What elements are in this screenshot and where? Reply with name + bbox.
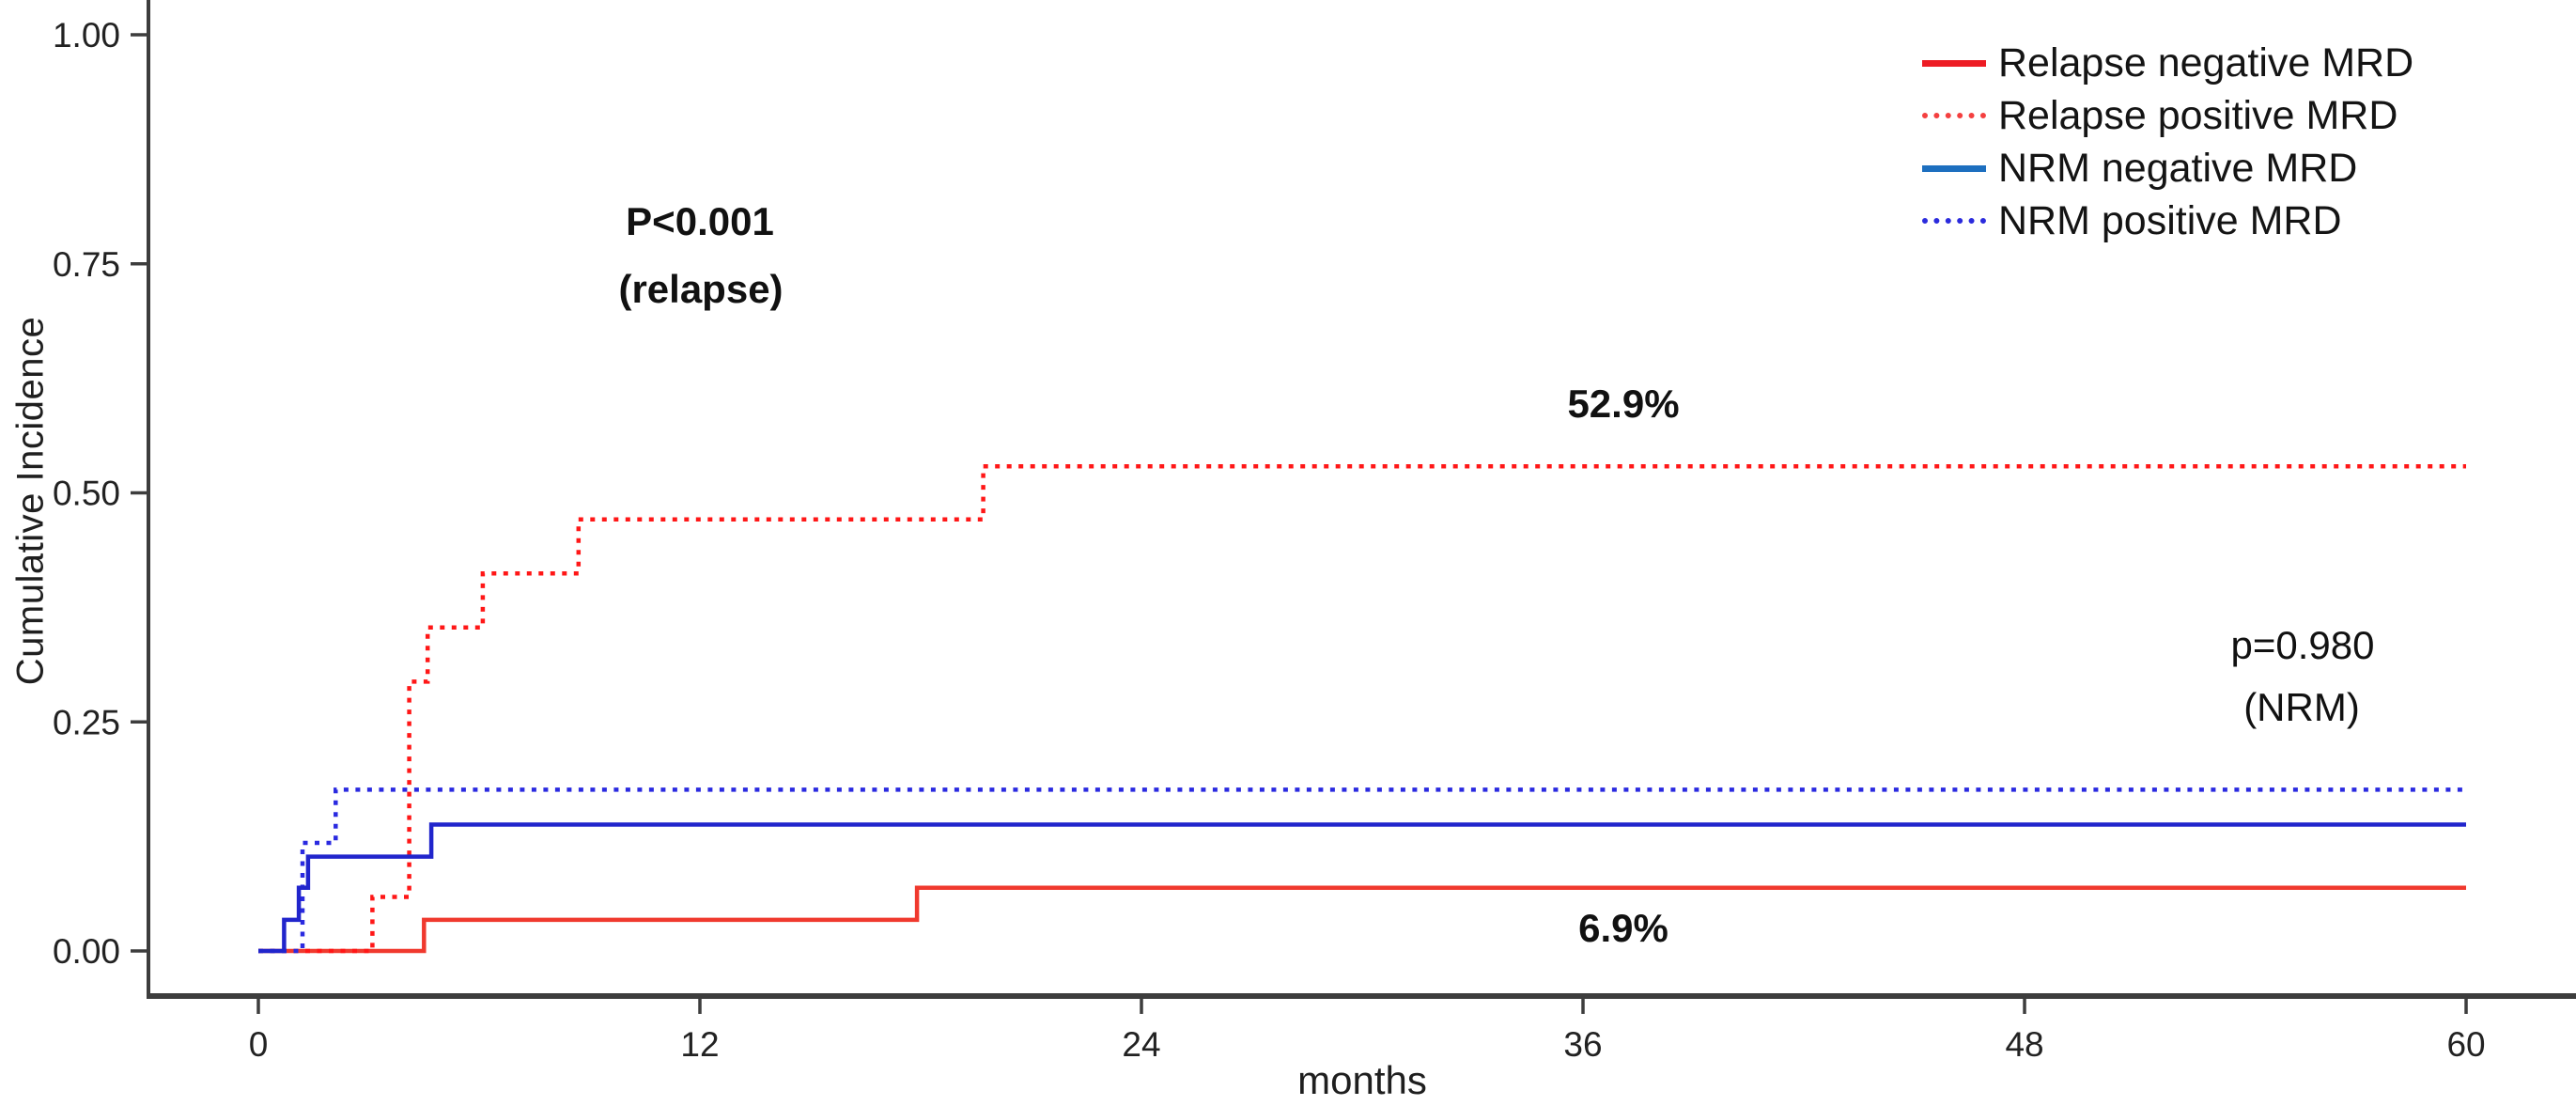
curve-nrm-positive-mrd — [258, 787, 2466, 954]
legend: Relapse negative MRD Relapse positive MRD… — [1922, 37, 2413, 247]
y-tick-label: 0.25 — [53, 703, 120, 741]
annotation-relapse-negative-final: 6.9% — [1578, 906, 1668, 950]
x-tick-label: 60 — [2446, 1025, 2485, 1064]
legend-label: NRM positive MRD — [1998, 197, 2342, 243]
x-tick-label: 12 — [680, 1025, 719, 1064]
annotation-nrm-pvalue-line2: (NRM) — [2243, 685, 2360, 729]
y-tick-label: 0.50 — [53, 475, 120, 513]
y-tick-label: 0.75 — [53, 245, 120, 284]
x-axis-title: months — [1297, 1058, 1427, 1102]
legend-item: Relapse positive MRD — [1922, 89, 2413, 142]
curve-nrm-negative-mrd — [258, 822, 2466, 954]
legend-solid-line-swatch — [1922, 164, 1986, 172]
legend-item: NRM positive MRD — [1922, 195, 2413, 247]
annotation-relapse-pvalue-line2: (relapse) — [618, 267, 784, 311]
legend-label: Relapse positive MRD — [1998, 92, 2398, 138]
legend-dotted-line-swatch — [1922, 113, 1986, 118]
y-axis-title: Cumulative Incidence — [9, 316, 52, 686]
x-tick-label: 24 — [1122, 1025, 1160, 1064]
legend-item: NRM negative MRD — [1922, 142, 2413, 195]
legend-dotted-line-swatch — [1922, 218, 1986, 224]
legend-label: NRM negative MRD — [1998, 145, 2358, 191]
y-tick-label: 0.00 — [53, 932, 120, 971]
curve-relapse-negative-mrd — [258, 885, 2466, 954]
x-tick-label: 48 — [2005, 1025, 2043, 1064]
x-tick-label: 36 — [1563, 1025, 1602, 1064]
annotation-relapse-positive-final: 52.9% — [1567, 382, 1680, 426]
x-tick-label: 0 — [249, 1025, 269, 1064]
annotation-relapse-pvalue-line1: P<0.001 — [626, 199, 774, 243]
curve-relapse-positive-mrd — [258, 463, 2466, 954]
legend-solid-line-swatch — [1922, 59, 1986, 67]
legend-label: Relapse negative MRD — [1998, 39, 2414, 86]
y-tick-label: 1.00 — [53, 16, 120, 55]
legend-item: Relapse negative MRD — [1922, 37, 2413, 89]
annotation-nrm-pvalue-line1: p=0.980 — [2230, 623, 2375, 667]
